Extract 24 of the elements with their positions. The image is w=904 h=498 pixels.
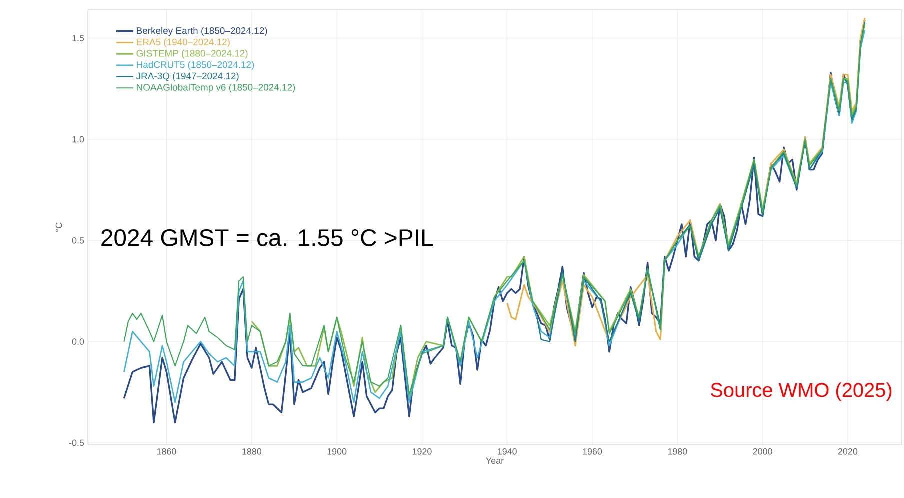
annotation: 2024 GMST = ca. 1.55 °C >PIL	[102, 229, 433, 246]
legend-label: NOAAGlobalTemp v6 (1850–2024.12)	[137, 84, 296, 93]
x-tick-label: 1940	[498, 448, 517, 455]
legend-label: Berkeley Earth (1850–2024.12)	[137, 27, 268, 36]
y-tick-label: 1.5	[72, 35, 84, 42]
x-tick-label: 2000	[753, 448, 772, 455]
x-tick-label: 1960	[583, 448, 602, 455]
x-tick-label: 1880	[242, 448, 262, 455]
legend-label: ERA5 (1940–2024.12)	[137, 38, 230, 48]
x-axis-title: Year	[486, 458, 504, 464]
y-tick-label: 1.0	[72, 136, 84, 143]
y-tick-label: 0.5	[72, 237, 84, 244]
x-tick-label: 1860	[157, 448, 176, 455]
x-tick-label: 1900	[328, 448, 347, 455]
x-tick-label: 1920	[412, 448, 432, 455]
y-tick-label: 0.0	[72, 338, 84, 345]
legend-label: HadCRUT5 (1850–2024.12)	[137, 61, 254, 70]
y-tick-label: -0.5	[69, 440, 84, 446]
legend-label: JRA-3Q (1947–2024.12)	[136, 72, 239, 82]
legend-label: GISTEMP (1880–2024.12)	[136, 50, 248, 59]
x-tick-label: 2020	[838, 448, 858, 455]
x-tick-label: 1980	[668, 448, 688, 455]
annotation: Source WMO (2025)	[711, 382, 892, 402]
y-axis-title: °C	[56, 222, 62, 232]
